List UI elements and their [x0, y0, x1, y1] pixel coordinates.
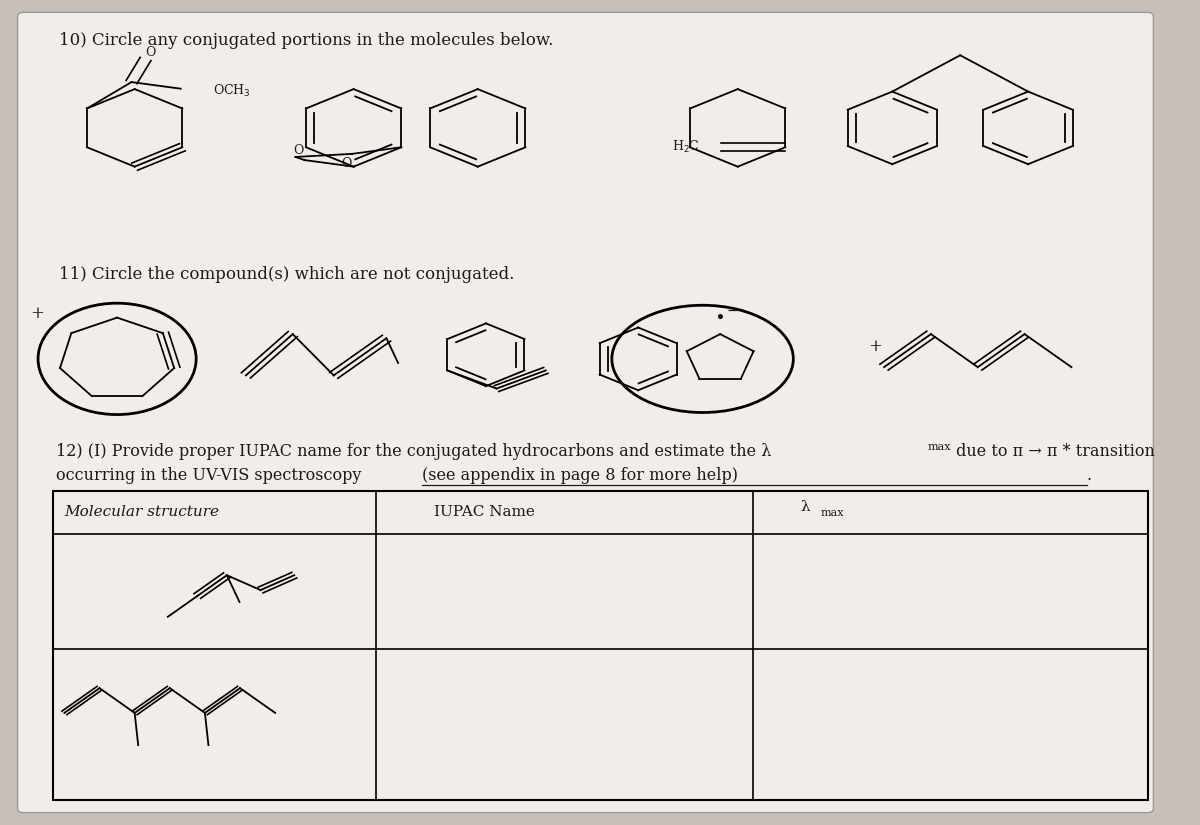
Text: O: O: [145, 46, 156, 59]
Text: (see appendix in page 8 for more help): (see appendix in page 8 for more help): [421, 467, 738, 484]
Text: 10) Circle any conjugated portions in the molecules below.: 10) Circle any conjugated portions in th…: [59, 32, 553, 50]
Bar: [53, 491, 1147, 800]
Text: O: O: [341, 158, 352, 170]
Text: OCH$_3$: OCH$_3$: [214, 83, 251, 99]
Text: Molecular structure: Molecular structure: [65, 505, 220, 519]
Text: +: +: [868, 338, 882, 355]
Text: +: +: [30, 305, 44, 322]
FancyBboxPatch shape: [18, 12, 1153, 813]
Text: λ: λ: [800, 500, 810, 514]
Text: 11) Circle the compound(s) which are not conjugated.: 11) Circle the compound(s) which are not…: [59, 266, 514, 283]
Text: IUPAC Name: IUPAC Name: [434, 505, 535, 519]
Text: max: max: [820, 507, 844, 517]
Text: O: O: [294, 144, 304, 157]
Text: due to π → π * transition: due to π → π * transition: [950, 443, 1154, 460]
Text: max: max: [928, 441, 950, 451]
Text: −: −: [726, 304, 738, 318]
Text: occurring in the UV-VIS spectroscopy: occurring in the UV-VIS spectroscopy: [56, 467, 367, 484]
Text: 12) (I) Provide proper IUPAC name for the conjugated hydrocarbons and estimate t: 12) (I) Provide proper IUPAC name for th…: [56, 443, 772, 460]
Text: H$_2$C: H$_2$C: [672, 139, 700, 155]
Text: .: .: [1087, 467, 1092, 484]
